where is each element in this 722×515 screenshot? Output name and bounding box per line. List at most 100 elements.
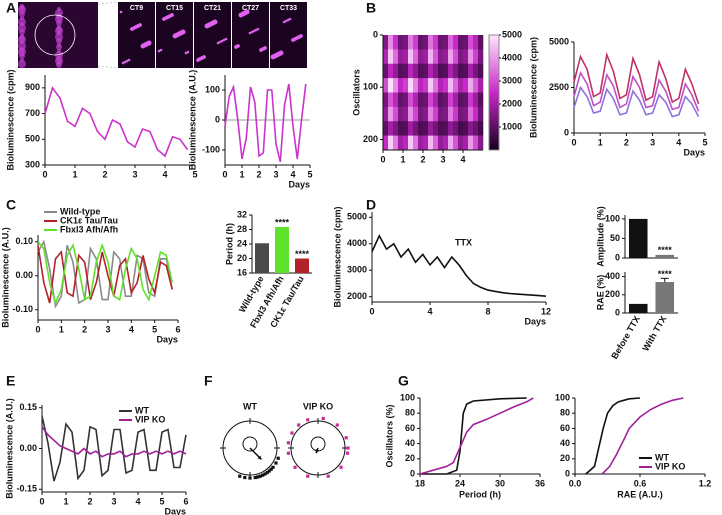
heat-cell — [398, 63, 404, 79]
heat-cell — [448, 121, 454, 136]
cell-spot — [125, 59, 129, 63]
heat-cell — [443, 63, 449, 79]
heat-cell — [463, 63, 469, 79]
x-axis-label: RAE (A.U.) — [617, 489, 663, 499]
heat-cell — [388, 106, 394, 122]
heat-cell — [413, 78, 419, 93]
phase-point — [297, 423, 301, 427]
x-tick-label: 0.6 — [634, 478, 647, 488]
y-tick-label: 100 — [400, 392, 415, 402]
panel-letter: G — [398, 373, 409, 389]
x-tick-label: 5 — [702, 137, 707, 147]
annotation: TTX — [455, 237, 472, 247]
cell-spot — [224, 37, 228, 41]
y-axis-label: Amplitude (%) — [595, 206, 605, 267]
heat-cell — [433, 121, 439, 136]
bar — [655, 254, 675, 258]
phase-point — [286, 441, 291, 445]
cell-spot — [299, 34, 303, 38]
cell-spot — [263, 46, 267, 50]
heat-cell — [393, 49, 399, 65]
series-line — [573, 51, 700, 105]
cell-spot — [282, 20, 286, 24]
series-line — [224, 83, 307, 163]
series-line — [419, 397, 534, 475]
y-tick-label: 16 — [237, 267, 247, 277]
x-tick-label: 2 — [87, 496, 92, 506]
cell-spot — [18, 60, 26, 68]
heat-cell — [458, 92, 464, 108]
series-line — [41, 426, 187, 458]
y-tick-label: 0 — [215, 114, 220, 124]
phase-point — [271, 465, 275, 469]
heat-cell — [388, 135, 394, 151]
heat-cell — [398, 78, 404, 93]
y-axis-label: Bioluminescence (cpm) — [5, 69, 15, 170]
phase-point — [293, 465, 297, 469]
heat-cell — [428, 92, 434, 108]
heat-cell — [463, 92, 469, 108]
heat-cell — [393, 106, 399, 122]
heat-cell — [383, 135, 389, 151]
legend-label: WT — [655, 452, 669, 462]
x-tick-label: 0 — [39, 496, 44, 506]
heat-cell — [438, 63, 444, 79]
heat-cell — [433, 78, 439, 93]
heat-cell — [403, 135, 409, 151]
cell-spot — [57, 43, 61, 47]
y-axis-label: Bioluminescence (A.U.) — [0, 227, 10, 328]
bar — [255, 243, 269, 273]
y-tick-label: 5000 — [347, 212, 367, 222]
heat-cell — [433, 106, 439, 122]
phase-point — [263, 472, 267, 476]
phase-point — [238, 474, 242, 478]
colorbar — [488, 34, 500, 151]
heat-cell — [468, 78, 474, 93]
series-line — [44, 86, 189, 158]
heat-cell — [438, 49, 444, 65]
heat-cell — [463, 49, 469, 65]
heat-cell — [468, 63, 474, 79]
y-tick-label: 200 — [605, 289, 620, 299]
timepoint-label: CT27 — [242, 5, 259, 12]
heat-cell — [423, 49, 429, 65]
heat-cell — [473, 106, 479, 122]
heat-cell — [383, 78, 389, 93]
cell-spot — [236, 44, 240, 48]
legend-label: Wild-type — [60, 206, 100, 216]
series-line — [41, 415, 187, 482]
heat-cell — [463, 121, 469, 136]
x-tick-label: 6 — [183, 496, 188, 506]
x-axis-label: Days — [524, 316, 546, 326]
x-tick-label: 4 — [129, 324, 134, 334]
heat-cell — [453, 63, 459, 79]
y-tick-label: 200 — [363, 134, 378, 144]
heat-cell — [408, 63, 414, 79]
heat-cell — [463, 135, 469, 151]
heat-cell — [473, 63, 479, 79]
heat-cell — [478, 63, 484, 79]
phase-point — [274, 461, 278, 465]
phase-point — [253, 475, 257, 480]
heat-cell — [473, 92, 479, 108]
y-tick-label: 0.00 — [19, 443, 37, 453]
heat-cell — [443, 135, 449, 151]
heat-cell — [438, 135, 444, 151]
panel-letter: F — [204, 373, 213, 389]
heat-cell — [403, 78, 409, 93]
x-tick-label: 4 — [290, 169, 295, 179]
y-tick-label: 4000 — [347, 238, 367, 248]
zoom-line — [97, 65, 119, 69]
x-tick-label: 1 — [239, 169, 244, 179]
heat-cell — [388, 78, 394, 93]
heat-cell — [433, 35, 439, 50]
y-tick-label: 20 — [237, 253, 247, 263]
y-axis-label: Bioluminescence (A.U.) — [187, 70, 197, 171]
series-line — [585, 397, 641, 475]
y-tick-label: 5000 — [549, 36, 569, 46]
phase-point — [326, 474, 330, 478]
legend-label: VIP KO — [655, 461, 685, 471]
heat-cell — [443, 35, 449, 50]
heat-cell — [463, 78, 469, 93]
colorbar-label: 5000 — [502, 29, 522, 39]
